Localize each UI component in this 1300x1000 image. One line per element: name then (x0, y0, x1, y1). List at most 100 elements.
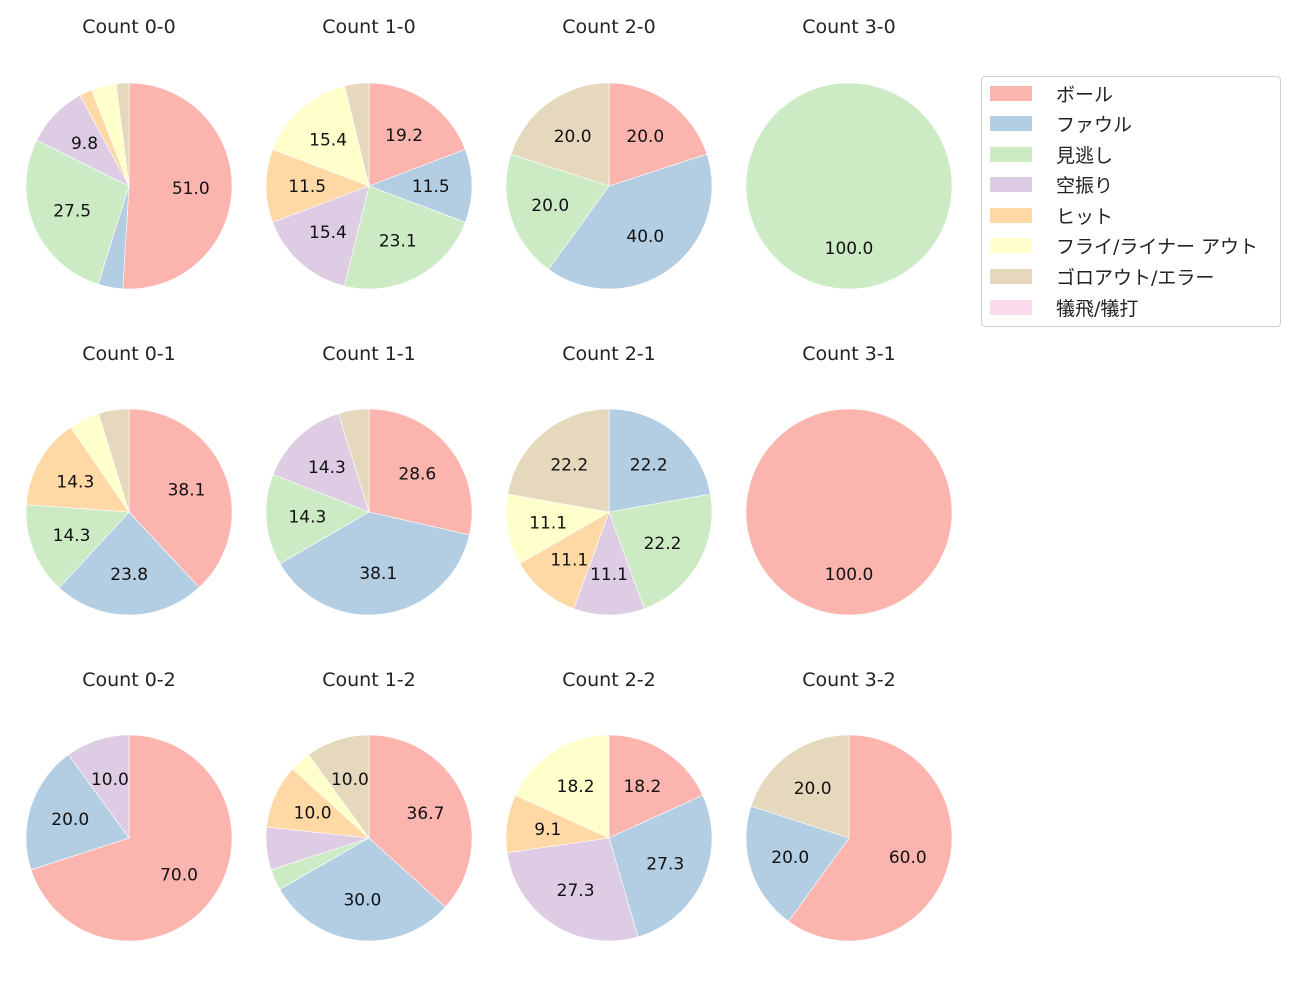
pie-slice (115, 82, 130, 187)
legend-label: ボール (1056, 83, 1114, 106)
pie-slice (272, 185, 370, 287)
pie-slice (608, 794, 713, 938)
slice-label: 20.0 (626, 127, 664, 147)
legend-label: 犠飛/犠打 (1056, 297, 1139, 320)
slice-label: 60.0 (889, 848, 927, 868)
slice-label: 20.0 (554, 127, 592, 147)
legend-label: フライ/ライナー アウト (1056, 235, 1259, 258)
slice-label: 20.0 (531, 196, 569, 216)
legend: ボール ファウル 見逃し 空振り ヒット フライ/ライナー アウト ゴロアウト/… (981, 76, 1281, 327)
pie-slice (368, 734, 473, 908)
pie-title: Count 2-1 (562, 343, 656, 365)
pie-slice (122, 82, 233, 290)
legend-item-ground-out-error: ゴロアウト/エラー (990, 264, 1215, 289)
pie-slice (608, 493, 713, 610)
slice-label: 10.0 (91, 770, 129, 790)
pie-title: Count 0-0 (82, 16, 176, 38)
pie-slice (608, 408, 711, 513)
pie-slice (507, 408, 610, 513)
slice-label: 22.2 (630, 456, 668, 476)
legend-swatch (990, 85, 1032, 101)
pie-slice (265, 474, 370, 565)
pie-slice (25, 504, 130, 589)
legend-label: 見逃し (1056, 144, 1114, 167)
pie-slice (338, 408, 370, 513)
pie-title: Count 3-2 (802, 669, 896, 691)
pie-slice (25, 139, 130, 285)
pie-title: Count 0-2 (82, 669, 176, 691)
pie-slice (608, 82, 708, 187)
pie-chart: 36.7 30.0 10.0 10.0 (265, 734, 473, 942)
legend-item-fly-liner-out: フライ/ライナー アウト (990, 233, 1259, 258)
legend-item-called-strike: 見逃し (990, 142, 1114, 167)
pie-slice (745, 82, 953, 290)
pie-chart: 28.6 38.1 14.3 14.3 (265, 408, 473, 616)
pie-slice (344, 82, 370, 187)
pie-title: Count 1-0 (322, 16, 416, 38)
slice-label: 27.5 (53, 201, 91, 221)
pie-chart: 100.0 (745, 82, 953, 290)
slice-label: 36.7 (407, 804, 445, 824)
pie-chart: 38.1 23.8 14.3 14.3 (25, 408, 233, 616)
slice-label: 14.3 (53, 526, 91, 546)
slice-label: 100.0 (825, 565, 874, 585)
slice-label: 70.0 (160, 865, 198, 885)
legend-label: 空振り (1056, 174, 1114, 197)
pie-chart: 22.222.211.111.111.122.2 (505, 408, 713, 616)
pie-slice (272, 85, 370, 187)
slice-label: 14.3 (56, 472, 94, 492)
pie-slice (505, 153, 610, 270)
pie-slice (573, 511, 645, 616)
slice-label: 20.0 (771, 848, 809, 868)
pie-slice (519, 511, 610, 610)
pie-slice (272, 413, 370, 513)
pie-slice (343, 185, 466, 290)
pie-slice (548, 153, 713, 290)
slice-label: 14.3 (288, 508, 326, 528)
pie-chart: 20.0 40.0 20.0 20.0 (505, 82, 713, 290)
slice-label: 10.0 (294, 804, 332, 824)
legend-swatch (990, 115, 1032, 131)
pie-title: Count 3-1 (802, 343, 896, 365)
pie-chart: 100.0 (745, 408, 953, 616)
pie-slice (68, 734, 130, 839)
pie-chart: 60.0 20.0 20.0 (745, 734, 953, 942)
slice-label: 23.8 (110, 565, 148, 585)
slice-label: 14.3 (308, 458, 346, 478)
pie-chart: 19.2 11.5 23.1 15.4 11.5 15.4 (265, 82, 473, 290)
slice-label: 22.2 (644, 534, 682, 554)
pie-slice (506, 837, 639, 942)
legend-item-sacrifice: 犠飛/犠打 (990, 295, 1139, 320)
pie-title: Count 0-1 (82, 343, 176, 365)
pie-slice (750, 734, 850, 839)
slice-label: 9.1 (534, 820, 561, 840)
pie-slice (30, 734, 233, 942)
slice-label: 100.0 (825, 239, 874, 259)
slice-label: 27.3 (557, 881, 595, 901)
pie-slice (745, 805, 850, 922)
pie-slice (608, 734, 704, 839)
slice-label: 30.0 (343, 890, 381, 910)
pie-slice (368, 149, 473, 223)
legend-label: ファウル (1056, 113, 1133, 136)
pie-title: Count 1-1 (322, 343, 416, 365)
legend-label: ゴロアウト/エラー (1056, 266, 1215, 289)
pie-slice (505, 493, 610, 564)
pie-slice (265, 149, 370, 223)
pie-slice (128, 408, 233, 588)
slice-label: 23.1 (379, 232, 417, 252)
pie-chart: 51.0 27.5 9.8 (25, 82, 233, 290)
slice-label: 11.5 (288, 177, 326, 197)
slice-label: 40.0 (626, 227, 664, 247)
pie-slice (368, 408, 473, 536)
legend-swatch (990, 146, 1032, 162)
legend-swatch (990, 268, 1032, 284)
slice-label: 20.0 (51, 810, 89, 830)
slice-label: 9.8 (71, 134, 98, 154)
slice-label: 38.1 (359, 564, 397, 584)
slice-label: 11.1 (550, 550, 588, 570)
slice-label: 27.3 (646, 855, 684, 875)
pie-slice (368, 82, 466, 187)
pie-title: Count 2-2 (562, 669, 656, 691)
slice-label: 15.4 (309, 131, 347, 151)
